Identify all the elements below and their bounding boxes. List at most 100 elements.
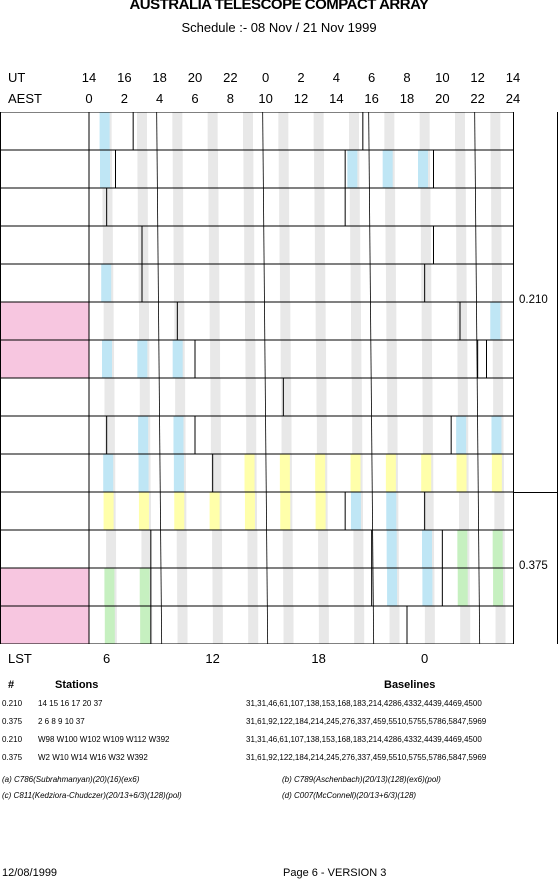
time-stripe bbox=[353, 530, 364, 568]
block-shade bbox=[385, 454, 396, 492]
time-stripe bbox=[172, 112, 183, 150]
time-stripe bbox=[386, 302, 397, 340]
time-stripe bbox=[279, 264, 290, 302]
block-shade bbox=[490, 302, 501, 340]
time-stripe bbox=[137, 188, 148, 226]
time-stripe bbox=[172, 150, 183, 188]
ut-tick: 16 bbox=[117, 70, 132, 85]
lst-tick: 18 bbox=[311, 651, 326, 666]
time-stripe bbox=[490, 150, 501, 188]
time-stripe bbox=[173, 264, 184, 302]
time-stripe bbox=[279, 188, 290, 226]
time-stripe bbox=[386, 340, 397, 378]
time-stripe bbox=[207, 112, 218, 150]
lst-tick: 12 bbox=[205, 651, 220, 666]
block-shade bbox=[422, 530, 432, 568]
time-stripe bbox=[491, 188, 502, 226]
time-stripe bbox=[173, 188, 184, 226]
weekend-day-cell bbox=[0, 568, 89, 606]
time-stripe bbox=[282, 530, 293, 568]
ut-tick: 6 bbox=[368, 70, 376, 85]
config-value-0: 0.210 bbox=[519, 294, 548, 306]
schedule-subtitle: Schedule :- 08 Nov / 21 Nov 1999 bbox=[181, 20, 377, 35]
time-stripe bbox=[422, 340, 433, 378]
time-stripe bbox=[350, 226, 361, 264]
block-shade bbox=[100, 150, 110, 188]
time-stripe bbox=[104, 378, 115, 416]
time-stripe bbox=[455, 188, 466, 226]
ut-tick: 14 bbox=[505, 70, 521, 85]
aest-label: AEST bbox=[8, 91, 42, 106]
block-shade bbox=[244, 492, 255, 530]
time-stripe bbox=[353, 568, 364, 606]
config-value-1: 0.375 bbox=[519, 560, 548, 572]
time-stripe bbox=[318, 568, 329, 606]
block-shade bbox=[102, 340, 112, 378]
time-stripe bbox=[491, 264, 502, 302]
time-stripe bbox=[177, 606, 188, 644]
time-stripe bbox=[243, 112, 253, 150]
time-stripe bbox=[209, 264, 220, 302]
time-stripe bbox=[210, 340, 221, 378]
time-stripe bbox=[456, 264, 467, 302]
block-shade bbox=[101, 264, 112, 302]
time-stripe bbox=[423, 492, 434, 530]
time-stripe bbox=[208, 226, 219, 264]
lst-line bbox=[474, 112, 481, 644]
time-stripe bbox=[176, 530, 187, 568]
time-stripe bbox=[349, 112, 359, 150]
time-stripe bbox=[424, 606, 435, 644]
block-shade bbox=[456, 454, 467, 492]
block-shade bbox=[422, 568, 433, 606]
block-shade bbox=[491, 454, 502, 492]
block-shade bbox=[104, 568, 115, 606]
time-stripe bbox=[351, 340, 362, 378]
time-stripe bbox=[494, 492, 505, 530]
note-a: (a) C786(Subrahmanyan)(20)(16)(ex6) bbox=[2, 775, 140, 784]
schedule-grid bbox=[0, 112, 514, 644]
time-stripe bbox=[352, 416, 363, 454]
time-stripe bbox=[137, 150, 148, 188]
lst-line bbox=[368, 112, 375, 644]
ut-tick: 2 bbox=[297, 70, 305, 85]
block-shade bbox=[456, 416, 467, 454]
time-stripe bbox=[209, 302, 220, 340]
time-stripe bbox=[313, 112, 324, 150]
time-stripe bbox=[102, 188, 113, 226]
block-shade bbox=[492, 530, 503, 568]
aest-tick: 14 bbox=[329, 91, 344, 106]
aest-tick: 10 bbox=[258, 91, 273, 106]
block-shade bbox=[491, 416, 502, 454]
aest-tick: 22 bbox=[470, 91, 485, 106]
time-stripe bbox=[318, 606, 329, 644]
block-shade bbox=[138, 454, 149, 492]
block-shade bbox=[104, 606, 115, 644]
aest-tick: 16 bbox=[364, 91, 379, 106]
time-stripe bbox=[279, 226, 290, 264]
lst-tick: 6 bbox=[103, 651, 111, 666]
time-stripe bbox=[246, 416, 257, 454]
time-stripe bbox=[421, 302, 432, 340]
time-stripe bbox=[138, 226, 149, 264]
time-stripe bbox=[103, 302, 114, 340]
baseline-list: 31,61,92,122,184,214,245,276,337,459,551… bbox=[246, 753, 487, 762]
time-stripe bbox=[349, 188, 360, 226]
time-stripe bbox=[387, 416, 398, 454]
station-config-id: 0.375 bbox=[2, 753, 23, 762]
weekend-day-cell bbox=[0, 606, 89, 644]
block-shade bbox=[457, 568, 468, 606]
block-shade bbox=[279, 454, 290, 492]
time-stripe bbox=[354, 606, 365, 644]
block-shade bbox=[315, 492, 326, 530]
ut-tick: 4 bbox=[332, 70, 340, 85]
block-shade bbox=[173, 454, 184, 492]
ut-tick: 0 bbox=[262, 70, 270, 85]
time-stripe bbox=[244, 226, 255, 264]
ut-tick: 14 bbox=[81, 70, 97, 85]
time-stripe bbox=[210, 378, 221, 416]
time-stripe bbox=[457, 302, 467, 340]
time-stripe bbox=[174, 302, 185, 340]
time-stripe bbox=[280, 302, 291, 340]
time-stripe bbox=[316, 416, 327, 454]
time-stripe bbox=[280, 340, 291, 378]
